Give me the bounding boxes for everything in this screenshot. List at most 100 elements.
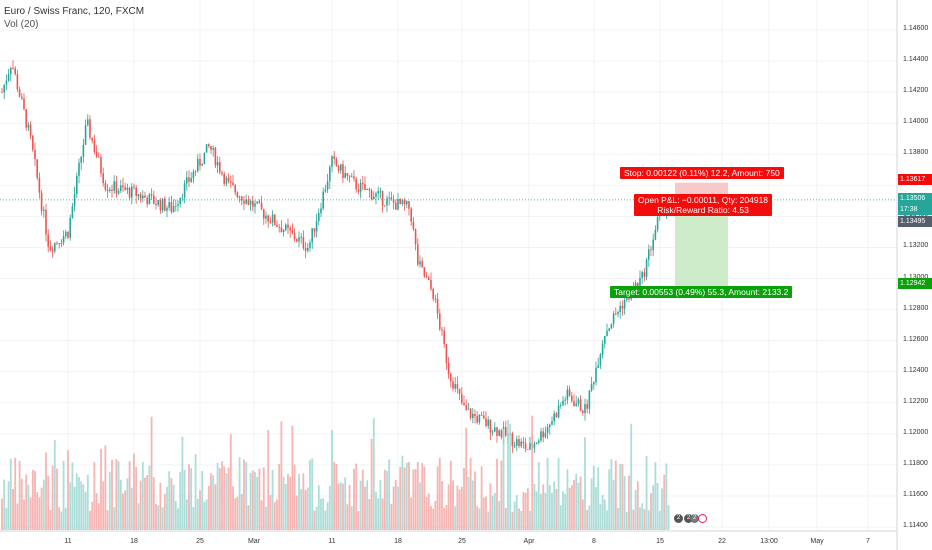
volume-bar bbox=[579, 476, 582, 530]
volume-bar bbox=[218, 468, 221, 530]
calendar-event-icon[interactable]: 2 bbox=[684, 514, 693, 523]
volume-bar bbox=[287, 473, 289, 530]
candle-body bbox=[317, 213, 320, 222]
calendar-event-icon[interactable]: 2 bbox=[690, 514, 699, 523]
candle-body bbox=[636, 283, 639, 288]
candle-body bbox=[190, 178, 192, 182]
candle-body bbox=[498, 430, 500, 436]
volume-bar bbox=[113, 507, 116, 530]
candle-body bbox=[410, 208, 412, 222]
candle-body bbox=[328, 166, 331, 182]
volume-bar bbox=[333, 461, 336, 530]
candle-body bbox=[436, 298, 439, 314]
volume-bar bbox=[249, 472, 252, 530]
candle-body bbox=[619, 305, 621, 312]
candle-body bbox=[562, 400, 564, 406]
candle-body bbox=[269, 221, 272, 223]
target-label[interactable]: Target: 0.00553 (0.49%) 55.3, Amount: 21… bbox=[610, 286, 793, 298]
volume-bar bbox=[520, 510, 523, 530]
volume-bar bbox=[526, 488, 529, 530]
candle-body bbox=[130, 186, 133, 198]
candle-body bbox=[71, 206, 74, 218]
candle-body bbox=[225, 177, 228, 184]
candle-body bbox=[137, 194, 140, 197]
volume-bar bbox=[192, 506, 195, 530]
candle-body bbox=[379, 190, 382, 192]
volume-bar bbox=[177, 508, 179, 530]
candle-body bbox=[388, 197, 390, 199]
volume-bar bbox=[1, 498, 3, 530]
candle-body bbox=[45, 209, 47, 235]
candle-body bbox=[579, 399, 582, 411]
volume-bar bbox=[643, 509, 646, 530]
volume-bar bbox=[20, 478, 23, 530]
volume-bar bbox=[183, 469, 186, 530]
volume-bar bbox=[647, 510, 650, 530]
candle-body bbox=[124, 187, 126, 190]
volume-bar bbox=[256, 476, 259, 530]
calendar-event-icon[interactable]: 2 bbox=[674, 514, 683, 523]
candle-body bbox=[181, 197, 184, 199]
candle-body bbox=[245, 199, 247, 204]
candle-body bbox=[474, 413, 476, 417]
time-tick-label: 25 bbox=[196, 538, 204, 545]
volume-bar bbox=[639, 507, 641, 530]
price-tick-label: 1.11600 bbox=[903, 490, 928, 498]
volume-bar bbox=[214, 484, 217, 530]
stop-label[interactable]: Stop: 0.00122 (0.11%) 12.2, Amount: 750 bbox=[620, 167, 784, 179]
candle-body bbox=[5, 80, 8, 85]
candle-body bbox=[216, 162, 219, 166]
candle-body bbox=[203, 152, 206, 165]
candle-body bbox=[227, 177, 230, 182]
candle-body bbox=[621, 305, 624, 309]
candle-body bbox=[601, 343, 604, 355]
candle-body bbox=[177, 203, 179, 206]
volume-bar bbox=[135, 467, 138, 530]
volume-bar bbox=[78, 477, 80, 530]
volume-bar bbox=[243, 459, 245, 530]
volume-bar bbox=[388, 459, 391, 530]
candle-body bbox=[575, 403, 577, 406]
candle-body bbox=[31, 135, 34, 150]
volume-bar bbox=[93, 462, 96, 530]
candle-body bbox=[260, 203, 263, 210]
volume-bar bbox=[465, 427, 468, 530]
volume-bar bbox=[630, 423, 633, 530]
volume-bar bbox=[652, 485, 655, 530]
candle-body bbox=[232, 182, 234, 185]
time-tick-label: 13:00 bbox=[760, 538, 778, 545]
candle-body bbox=[416, 244, 419, 265]
volume-bar bbox=[403, 467, 406, 530]
volume-bar bbox=[364, 486, 366, 530]
candle-body bbox=[23, 98, 25, 110]
volume-bar bbox=[155, 504, 157, 530]
volume-bar bbox=[12, 488, 14, 530]
volume-bar bbox=[284, 483, 287, 530]
time-tick-label: May bbox=[810, 538, 824, 545]
candle-body bbox=[256, 201, 258, 204]
price-tick-label: 1.14000 bbox=[903, 118, 929, 126]
candle-body bbox=[471, 413, 474, 419]
volume-bar bbox=[271, 470, 274, 530]
volume-bar bbox=[302, 473, 305, 530]
candle-body bbox=[196, 159, 199, 171]
candle-body bbox=[595, 367, 597, 383]
candle-body bbox=[159, 200, 162, 211]
candle-body bbox=[122, 185, 124, 188]
volume-bar bbox=[56, 468, 58, 530]
open-pnl-label[interactable]: Open P&L: −0.00011, Qty: 204918 Risk/Rew… bbox=[634, 194, 773, 216]
candle-body bbox=[170, 202, 173, 212]
volume-bar bbox=[667, 505, 670, 530]
volume-bar bbox=[322, 498, 325, 530]
candle-body bbox=[146, 197, 148, 205]
candle-body bbox=[546, 427, 549, 433]
volume-bar bbox=[601, 494, 604, 530]
earnings-flag-icon[interactable] bbox=[698, 514, 707, 523]
candle-body bbox=[460, 393, 463, 403]
volume-indicator-label[interactable]: Vol (20) bbox=[4, 19, 39, 30]
candle-body bbox=[267, 215, 269, 222]
volume-bar bbox=[130, 487, 133, 530]
candle-body bbox=[449, 373, 452, 382]
